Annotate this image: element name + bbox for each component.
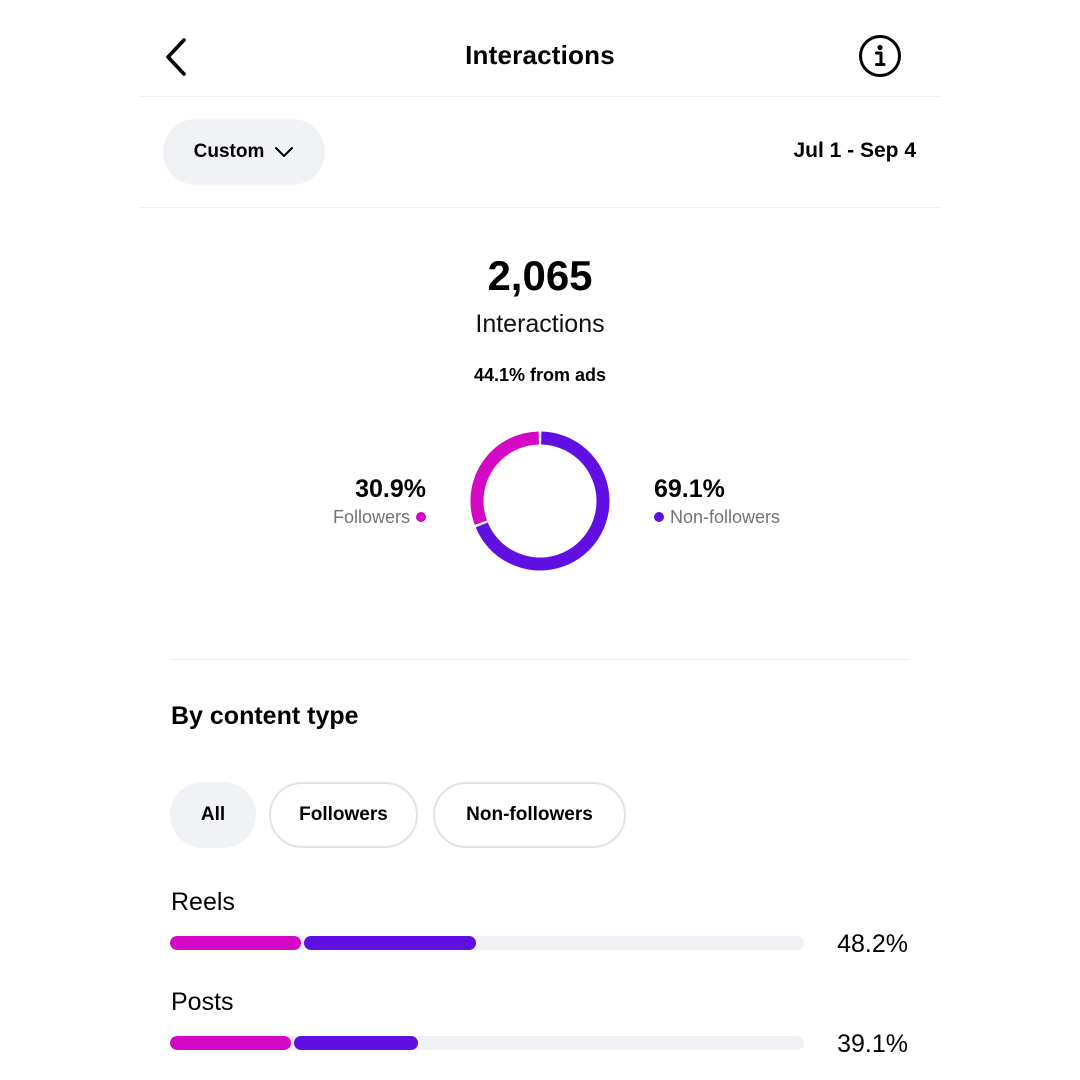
section-divider [170,659,910,660]
audience-donut-chart [470,431,610,571]
content-row-label: Reels [171,888,235,916]
non-followers-dot-icon [654,512,664,522]
bar-segment-non-followers [294,1036,418,1050]
content-row-bar [170,936,804,950]
content-row-bar [170,1036,804,1050]
info-button[interactable] [858,34,902,78]
non-followers-label: Non-followers [670,507,781,527]
non-followers-percent: 69.1% [654,475,725,503]
donut-segment-followers [470,431,540,525]
content-type-title: By content type [171,702,359,730]
filter-non-followers-button[interactable]: Non-followers [433,782,626,848]
total-interactions-label: Interactions [475,310,605,338]
chevron-down-icon [275,147,294,157]
non-followers-stat: 69.1% Non-followers [654,474,780,530]
followers-stat: 30.9% Followers [333,474,426,530]
header-divider [140,96,940,97]
bar-segment-followers [170,936,302,950]
date-row-divider [140,207,940,208]
filter-all-button[interactable]: All [170,782,256,848]
followers-percent: 30.9% [355,475,426,503]
chevron-left-icon [166,38,186,76]
back-button[interactable] [160,36,194,78]
followers-legend: Followers [333,504,426,530]
bar-segment-followers [170,1036,292,1050]
date-range-text: Jul 1 - Sep 4 [793,139,916,162]
content-row-percent: 48.2% [837,930,908,958]
filter-followers-button[interactable]: Followers [269,782,418,848]
ads-share-note: 44.1% from ads [473,365,607,385]
donut-segment-non-followers [475,431,610,571]
followers-dot-icon [416,512,426,522]
bar-segment-non-followers [304,936,476,950]
content-row-percent: 39.1% [837,1030,908,1058]
page-title: Interactions [465,40,615,70]
date-range-dropdown[interactable]: Custom [163,119,325,185]
filter-all-label: All [200,804,226,825]
info-circle-icon [859,35,901,77]
non-followers-legend: Non-followers [654,504,780,530]
total-interactions-value: 2,065 [487,252,593,299]
content-row-label: Posts [171,988,234,1016]
filter-followers-label: Followers [299,804,388,825]
date-range-dropdown-label: Custom [193,141,265,162]
filter-non-followers-label: Non-followers [466,804,593,825]
followers-label: Followers [332,507,410,527]
